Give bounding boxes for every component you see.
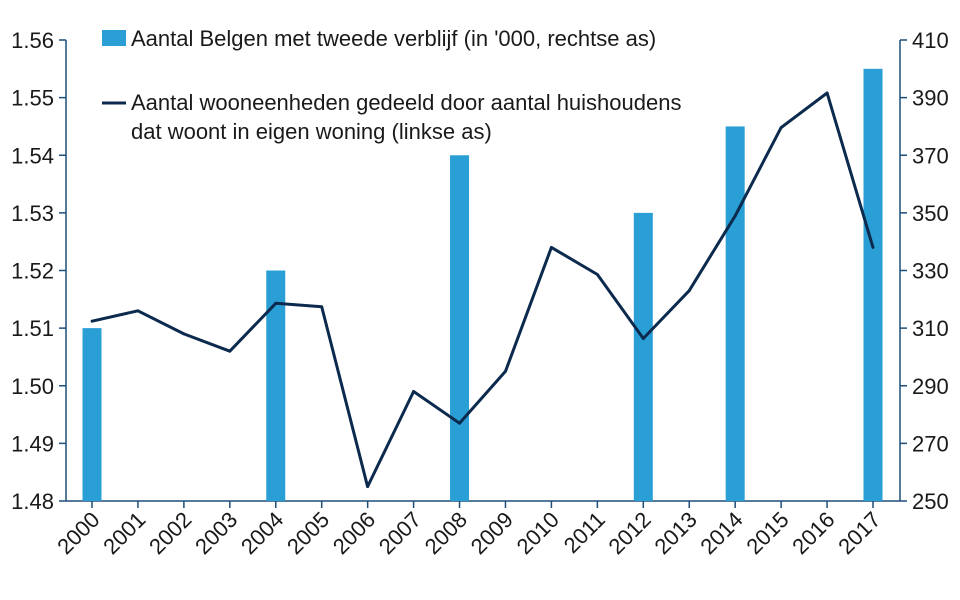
left-axis-ticks: 1.48 1.49 1.50 1.51 1.52 1.53 1.54 1.55 1.56 [11, 28, 66, 514]
bar-2000 [82, 328, 102, 501]
x-tick-label: 2000 [52, 507, 104, 559]
legend-label-line: dat woont in eigen woning (linkse as) [131, 119, 492, 144]
right-tick-label: 370 [912, 143, 949, 168]
x-tick-label: 2008 [420, 507, 472, 559]
line-point-2002 [182, 332, 186, 336]
x-tick-label: 2012 [604, 507, 656, 559]
line-path [91, 91, 875, 489]
left-tick-label: 1.54 [11, 143, 54, 168]
legend: Aantal Belgen met tweede verblijf (in '0… [102, 26, 681, 144]
line-point-2006 [366, 485, 370, 488]
line-point-2011 [595, 273, 599, 276]
left-tick-label: 1.56 [11, 28, 54, 53]
right-tick-label: 310 [912, 316, 949, 341]
left-tick-label: 1.48 [11, 489, 54, 514]
x-tick-label: 2013 [649, 507, 701, 559]
right-axis-ticks: 250 270 290 310 330 350 370 390 410 [900, 28, 949, 514]
line-point-2001 [136, 309, 140, 313]
left-tick-label: 1.51 [11, 316, 54, 341]
line-point-2000 [90, 319, 94, 323]
legend-label-bar: Aantal Belgen met tweede verblijf (in '0… [131, 26, 656, 51]
x-axis-ticks: 2000200120022003200420052006200720082009… [52, 501, 886, 559]
line-point-2008 [458, 421, 461, 425]
bar-2017 [863, 68, 883, 501]
x-tick-label: 2005 [282, 507, 334, 559]
line-point-2005 [320, 305, 324, 309]
bar-2012 [633, 212, 653, 501]
right-tick-label: 270 [912, 431, 949, 456]
line-point-2012 [641, 337, 645, 340]
left-tick-label: 1.52 [11, 259, 54, 284]
line-point-2017 [871, 246, 875, 249]
x-tick-label: 2014 [695, 507, 747, 559]
line-point-2013 [687, 289, 691, 293]
line-point-2009 [504, 369, 507, 373]
x-tick-label: 2017 [833, 507, 885, 559]
right-tick-label: 330 [912, 259, 949, 284]
line-series [90, 91, 875, 489]
bar-2008 [450, 155, 470, 501]
line-point-2003 [228, 349, 232, 353]
x-tick-label: 2010 [512, 507, 564, 559]
legend-swatch-bar [102, 30, 126, 46]
right-tick-label: 250 [912, 489, 949, 514]
x-tick-label: 2007 [374, 507, 426, 559]
x-tick-label: 2006 [328, 507, 380, 559]
x-tick-label: 2003 [190, 507, 242, 559]
bar-2014 [725, 126, 745, 501]
right-tick-label: 390 [912, 86, 949, 111]
x-tick-label: 2009 [466, 507, 518, 559]
x-tick-label: 2004 [236, 507, 288, 559]
left-tick-label: 1.55 [11, 86, 54, 111]
line-point-2014 [733, 214, 737, 218]
x-tick-label: 2016 [787, 507, 839, 559]
left-tick-label: 1.50 [11, 374, 54, 399]
bar-series [82, 68, 883, 501]
line-point-2004 [274, 301, 278, 305]
line-point-2016 [825, 91, 829, 95]
legend-label-line: Aantal wooneenheden gedeeld door aantal … [131, 90, 681, 115]
x-tick-label: 2015 [741, 507, 793, 559]
x-tick-label: 2002 [144, 507, 196, 559]
right-tick-label: 350 [912, 201, 949, 226]
x-tick-label: 2001 [98, 507, 150, 559]
line-point-2015 [779, 126, 783, 129]
line-point-2010 [550, 246, 553, 249]
x-tick-label: 2011 [559, 507, 610, 558]
bar-2004 [266, 270, 286, 501]
line-point-2007 [412, 390, 415, 393]
right-tick-label: 290 [912, 374, 949, 399]
right-tick-label: 410 [912, 28, 949, 53]
left-tick-label: 1.49 [11, 431, 54, 456]
left-tick-label: 1.53 [11, 201, 54, 226]
